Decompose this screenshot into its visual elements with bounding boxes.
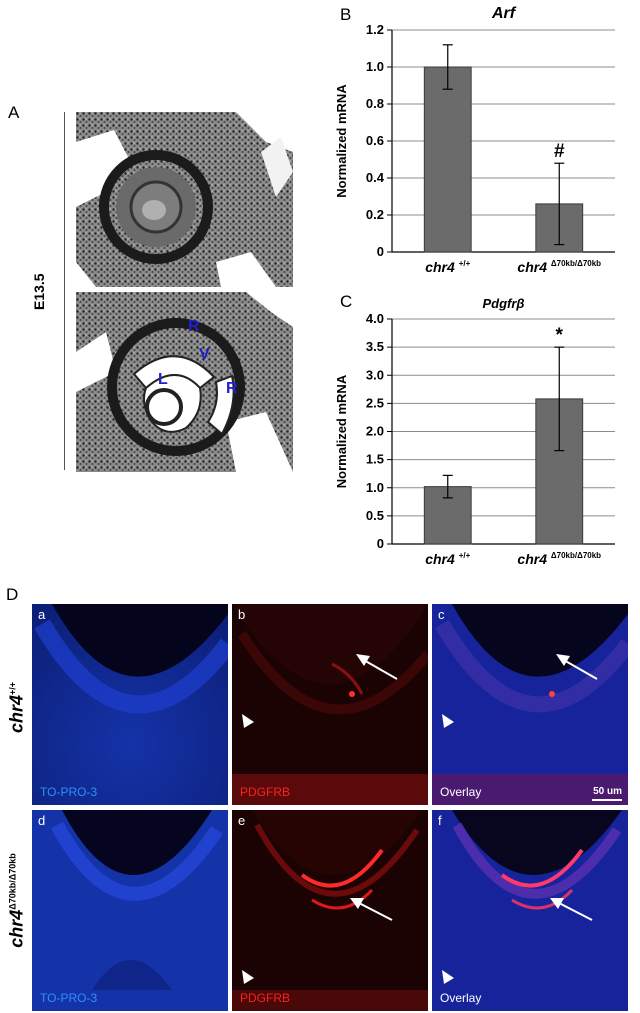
row1-sup: +/+ xyxy=(7,681,18,695)
fluor-panel-e: e PDGFRB xyxy=(232,810,428,1011)
pdgfrb-ytick-label: 0 xyxy=(377,536,384,551)
fluor-panel-f: f Overlay xyxy=(432,810,628,1011)
arf-ytick-label: 0 xyxy=(377,244,384,259)
stage-label: E13.5 xyxy=(31,273,47,310)
fluor-panel-c: c Overlay 50 um xyxy=(432,604,628,805)
lens-label: L xyxy=(158,371,168,388)
panel-a-letter: A xyxy=(8,103,20,122)
stage-bracket-line xyxy=(64,112,65,470)
scale-bar-label: 50 um xyxy=(593,786,622,797)
arf-bar-1 xyxy=(423,66,472,253)
arf-ytick-label: 0.4 xyxy=(366,170,385,185)
panel-d-letter: D xyxy=(6,585,19,604)
pdgfrb-category-label-2: chr4 Δ70kb/Δ70kb xyxy=(517,551,601,567)
vitreous-label: V xyxy=(199,346,210,363)
row2-sup: Δ70kb/Δ70kb xyxy=(7,853,18,910)
arf-title: Arf xyxy=(491,5,517,22)
pdgfrb-ytick-label: 4.0 xyxy=(366,311,384,326)
arf-ytick-label: 0.8 xyxy=(366,96,384,111)
arf-significance-2: # xyxy=(554,141,565,162)
arf-ytick-label: 1.0 xyxy=(366,59,384,74)
fluor-label-e: PDGFRB xyxy=(240,991,291,1005)
pdgfrb-ylabel: Normalized mRNA xyxy=(334,374,349,488)
fluor-letter-d: d xyxy=(38,813,46,828)
pdgfrb-ytick-label: 1.5 xyxy=(366,452,384,467)
fluor-letter-e: e xyxy=(238,813,246,828)
fluor-label-b: PDGFRB xyxy=(240,785,291,799)
row2-label: chr4 xyxy=(6,909,27,948)
panel-c-letter: C xyxy=(340,292,353,311)
row2-genotype-label: chr4Δ70kb/Δ70kb xyxy=(0,818,28,998)
panel-b-letter: B xyxy=(340,5,352,24)
pdgfrb-significance-2: * xyxy=(556,325,564,346)
arf-ytick-label: 0.2 xyxy=(366,207,384,222)
fluor-label-c: Overlay xyxy=(440,785,482,799)
pdgfrb-ytick-label: 1.0 xyxy=(366,480,384,495)
pdgfrb-ytick-label: 0.5 xyxy=(366,508,384,523)
fluor-panel-d: d TO-PRO-3 xyxy=(32,810,228,1011)
fluor-panel-b: b PDGFRB xyxy=(232,604,428,805)
fluor-panel-a: a TO-PRO-3 xyxy=(32,604,228,805)
chart-pdgfrb: Pdgfrβ 0 0.5 1.0 1.5 2.0 2.5 3.0 3.5 4.0 Normalize… xyxy=(334,296,615,567)
fluor-label-d: TO-PRO-3 xyxy=(40,991,98,1005)
arf-category-label-2: chr4 Δ70kb/Δ70kb xyxy=(517,259,601,275)
pdgfrb-ytick-label: 2.5 xyxy=(366,395,384,410)
chart-arf: Arf 0 0.2 0.4 0.6 0.8 1.0 1.2 Normalized mRNA chr… xyxy=(334,5,615,275)
scale-bar xyxy=(592,799,622,801)
fluor-letter-f: f xyxy=(438,813,442,828)
pdgfrb-category-label-1: chr4 +/+ xyxy=(425,551,470,567)
fluor-letter-b: b xyxy=(238,607,246,622)
micrograph-top xyxy=(76,112,293,287)
fluor-label-f: Overlay xyxy=(440,991,482,1005)
row1-label: chr4 xyxy=(6,695,27,734)
arf-ytick-label: 0.6 xyxy=(366,133,384,148)
pdgfrb-ytick-label: 3.5 xyxy=(366,339,384,354)
retina-label-1: R xyxy=(188,318,200,335)
micrograph-bottom xyxy=(76,292,293,472)
pdgfrb-ytick-label: 3.0 xyxy=(366,367,384,382)
fluor-letter-c: c xyxy=(438,607,445,622)
retina-label-2: R xyxy=(226,380,238,397)
pdgfrb-ytick-label: 2.0 xyxy=(366,424,384,439)
fluor-letter-a: a xyxy=(38,607,46,622)
arf-category-label-1: chr4 +/+ xyxy=(425,259,470,275)
row1-genotype-label: chr4+/+ xyxy=(0,635,28,795)
pdgfrb-title: Pdgfrβ xyxy=(482,296,524,311)
fluor-label-a: TO-PRO-3 xyxy=(40,785,98,799)
arf-ytick-label: 1.2 xyxy=(366,22,384,37)
arf-ylabel: Normalized mRNA xyxy=(334,84,349,198)
